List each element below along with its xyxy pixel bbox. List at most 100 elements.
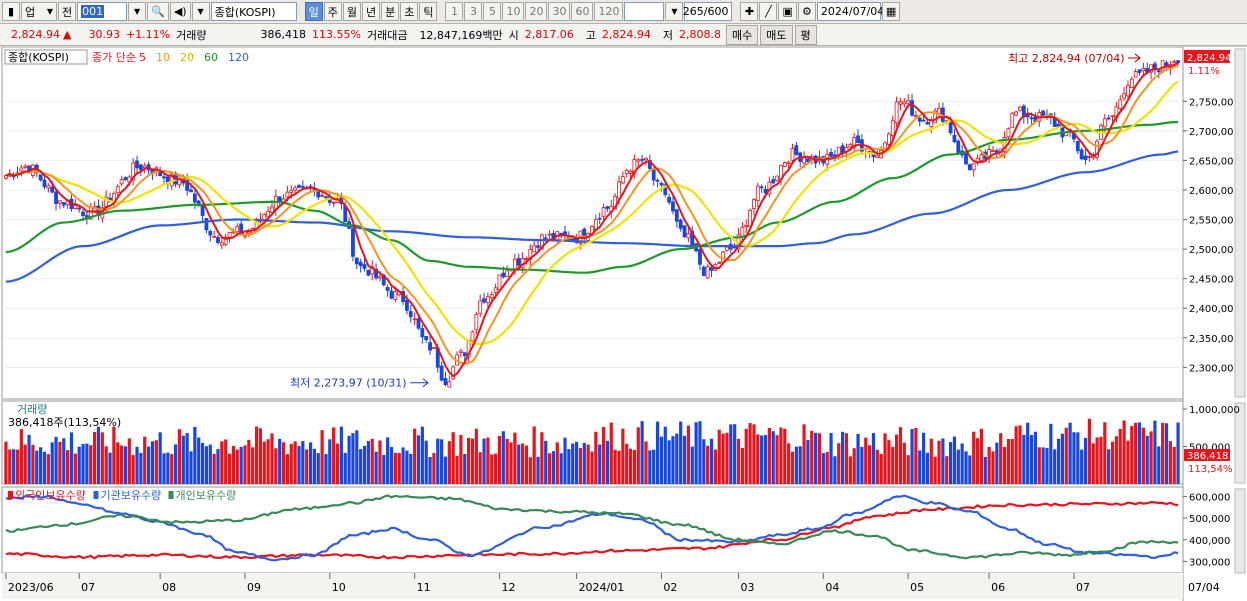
period-tab-1[interactable]: 주 [323,2,342,21]
volume-bar-270 [1045,447,1049,484]
volume-bar-60 [235,449,239,484]
speaker-icon[interactable]: ◀) [169,2,191,21]
interval-button-4[interactable]: 20 [525,2,548,21]
price-legend: 종합(KOSPI) 종가 단순 5 10 20 60 120 [4,49,249,65]
line-tool-icon[interactable]: ╱ [759,2,778,21]
candle-body-19 [77,207,82,210]
volume-value-label: 386,418주(113,54%) [8,416,121,429]
candle-body-31 [123,177,128,181]
candle-body-262 [1014,111,1019,116]
own-legend-1: 기관보유수량 [101,489,162,502]
date-field[interactable]: 2024/07/04 [816,2,884,21]
volume-bar-241 [933,456,937,484]
volume-bar-117 [455,455,459,484]
code-value: 001 [81,5,105,18]
market-select[interactable]: 업 ▼ [21,2,57,21]
save-icon[interactable]: ▣ [778,2,797,21]
legend-title: 종합(KOSPI) [8,51,69,64]
interval-input[interactable] [624,2,665,21]
volume-bar-300 [1161,422,1165,484]
interval-dropdown-icon[interactable]: ▼ [665,2,684,21]
period-tab-2[interactable]: 월 [342,2,361,21]
chart-svg[interactable]: 2,750,00 2,700,00 2,650,00 2,600,00 2,550,00… [0,47,1247,601]
volume-tick-label-1: 500,000 [1189,443,1230,454]
own-series-line-1 [5,494,1179,562]
candle-body-283 [1095,140,1100,158]
interval-button-6[interactable]: 60 [571,2,594,21]
volume-percent: 113.55% [312,28,361,41]
amount-value: 12,847,169백만 [419,28,503,42]
x-tick-label-8: 02 [663,581,677,594]
interval-button-5[interactable]: 30 [548,2,571,21]
volume-bar-59 [231,445,236,484]
crosshair-icon[interactable]: ✚ [740,2,759,21]
candles [4,59,1180,388]
volume-bar-219 [848,456,852,484]
volume-bar-123 [478,452,482,484]
buy-button[interactable]: 매수 [726,24,759,45]
volume-bar-194 [752,424,756,484]
volume-bar-88 [343,452,347,484]
period-tab-5[interactable]: 초 [400,2,419,21]
chart-area[interactable]: 2,750,00 2,700,00 2,650,00 2,600,00 2,550,00… [0,47,1247,601]
interval-button-1[interactable]: 3 [464,2,483,21]
volume-bar-225 [871,433,876,484]
x-tick-label-10: 04 [825,581,839,594]
market-label: 업 [25,5,36,19]
x-tick-label-13: 07 [1076,581,1090,594]
interval-button-7[interactable]: 120 [594,2,624,21]
volume-bar-125 [486,437,490,484]
volume-bar-195 [756,434,760,484]
volume-bar-260 [1006,439,1011,484]
volume-bar-7 [31,444,35,484]
volume-bar-178 [690,446,694,484]
volume-bar-220 [852,448,856,484]
volume-bar-15 [62,438,66,484]
volume-bar-184 [713,449,717,484]
chart-type-icon[interactable]: ▮ [2,2,20,21]
interval-button-3[interactable]: 10 [502,2,525,21]
dropdown-icon[interactable]: ▼ [128,2,147,21]
search-icon[interactable]: 🔍 [147,2,169,21]
calendar-icon[interactable]: ▦ [881,2,901,21]
candle-body-124 [482,298,486,303]
period-tab-4[interactable]: 분 [381,2,400,21]
volume-bar-128 [497,435,502,484]
candle-body-194 [752,199,756,210]
volume-bar-256 [991,451,995,484]
count-field[interactable]: 265/600 [683,2,733,21]
volume-bar-175 [679,421,683,484]
volume-bar-174 [675,433,679,484]
volume-bar-166 [644,441,648,484]
code-input[interactable]: 001 [77,2,128,21]
gear-icon[interactable]: ⚙ [797,2,816,21]
volume-bar-136 [528,457,532,484]
interval-button-2[interactable]: 5 [483,2,502,21]
period-tab-0[interactable]: 일 [304,2,323,21]
volume-bar-78 [305,449,309,484]
candle-body-299 [1156,70,1161,73]
name-field[interactable]: 종합(KOSPI) [210,2,297,21]
volume-bar-244 [945,456,949,484]
volume-bar-56 [220,441,224,484]
period-tab-3[interactable]: 년 [361,2,381,21]
volume-bar-176 [682,435,687,484]
sell-button[interactable]: 매도 [760,24,793,45]
volume-bar-132 [513,432,517,484]
chevron-down-icon[interactable]: ▼ [191,2,210,21]
volume-bar-170 [659,436,664,484]
price-tick-label-2: 2,650,00 [1189,156,1234,167]
candle-body-138 [536,245,540,248]
candle-body-92 [358,261,363,267]
volume-bar-187 [725,432,729,484]
candle-body-113 [439,365,444,381]
candle-body-15 [61,202,66,206]
type-button[interactable]: 전 [58,2,77,21]
volume-bar-154 [598,444,602,484]
eval-button[interactable]: 평 [794,24,817,45]
candle-body-217 [840,145,845,153]
period-tab-6[interactable]: 틱 [419,2,438,21]
candle-body-300 [1160,60,1165,71]
interval-button-0[interactable]: 1 [445,2,464,21]
volume-bar-72 [281,442,286,484]
